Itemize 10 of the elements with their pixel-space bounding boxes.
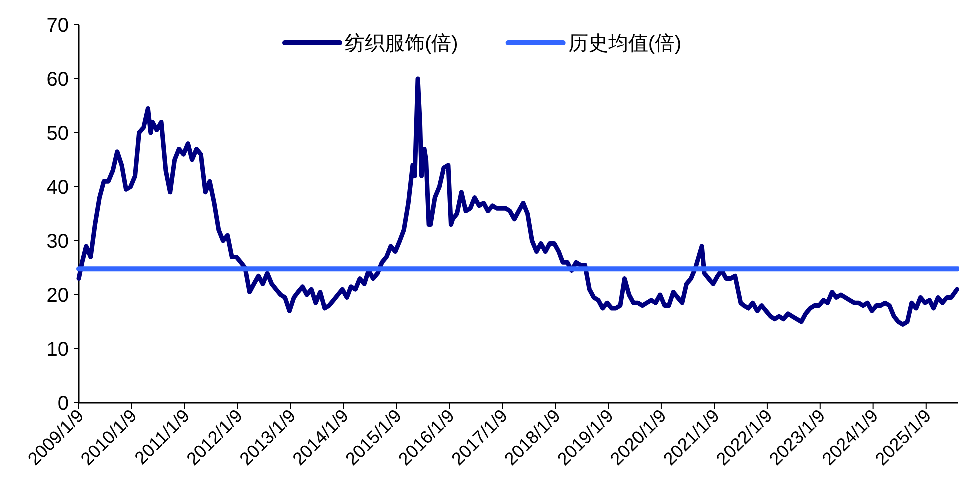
y-tick-label: 30 [46,231,69,253]
y-tick-label: 20 [46,285,69,307]
y-tick-label: 40 [46,177,69,199]
y-tick-label: 70 [46,15,69,37]
legend-label: 历史均值(倍) [568,33,682,55]
y-tick-label: 0 [58,393,69,415]
legend-label: 纺织服饰(倍) [345,33,458,55]
y-tick-label: 60 [46,69,69,91]
y-tick-label: 50 [46,123,69,145]
y-tick-label: 10 [46,339,69,361]
